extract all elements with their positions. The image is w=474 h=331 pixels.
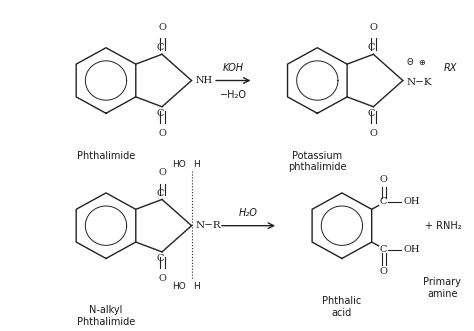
Text: O: O xyxy=(158,129,166,138)
Text: H: H xyxy=(193,282,200,291)
Text: O: O xyxy=(158,274,166,283)
Text: Potassium
phthalimide: Potassium phthalimide xyxy=(288,151,346,172)
Text: C: C xyxy=(156,43,164,52)
Text: + RNH₂: + RNH₂ xyxy=(426,221,462,231)
Text: NH: NH xyxy=(195,76,212,85)
Text: OH: OH xyxy=(403,245,419,254)
Text: −H₂O: −H₂O xyxy=(220,90,247,100)
Text: O: O xyxy=(369,23,377,32)
Text: OH: OH xyxy=(403,197,419,206)
Text: O: O xyxy=(380,175,387,184)
Text: H₂O: H₂O xyxy=(239,208,258,218)
Text: Phthalimide: Phthalimide xyxy=(77,151,135,161)
Text: C: C xyxy=(380,245,387,254)
Text: O: O xyxy=(158,23,166,32)
Text: H: H xyxy=(193,161,200,169)
Text: C: C xyxy=(156,109,164,118)
Text: O: O xyxy=(158,168,166,177)
Text: KOH: KOH xyxy=(223,63,244,73)
Text: HO: HO xyxy=(172,161,186,169)
Text: O: O xyxy=(380,267,387,276)
Text: C: C xyxy=(156,254,164,263)
Text: N−R: N−R xyxy=(195,221,221,230)
Text: RX: RX xyxy=(443,63,457,73)
Text: O: O xyxy=(369,129,377,138)
Text: Primary
amine: Primary amine xyxy=(423,277,461,299)
Text: Θ  ⊕: Θ ⊕ xyxy=(407,58,426,68)
Text: C: C xyxy=(368,109,375,118)
Text: C: C xyxy=(368,43,375,52)
Text: N-alkyl
Phthalimide: N-alkyl Phthalimide xyxy=(77,305,135,327)
Text: N−K: N−K xyxy=(407,78,432,87)
Text: Phthalic
acid: Phthalic acid xyxy=(322,296,362,317)
Text: C: C xyxy=(156,189,164,198)
Text: HO: HO xyxy=(172,282,186,291)
Text: C: C xyxy=(380,197,387,206)
